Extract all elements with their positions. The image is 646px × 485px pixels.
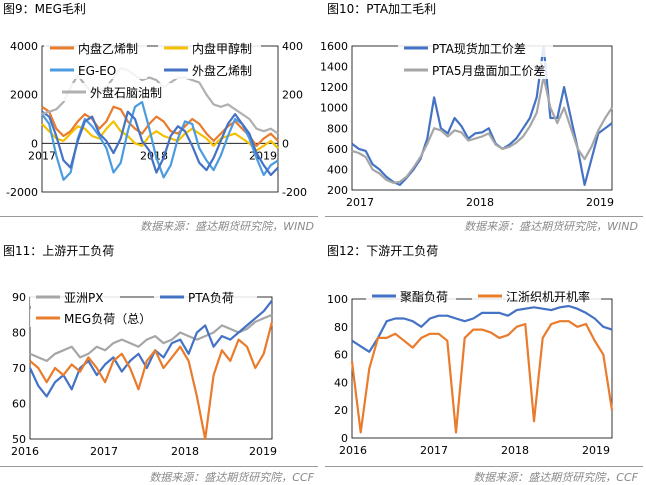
panel-2-y-tick-label: 800 (327, 122, 348, 135)
panel-1-series-line-4 (41, 110, 279, 177)
panel-4-source-divider (325, 466, 643, 467)
panel-1-legend-bg-5 (56, 83, 172, 101)
panel-2-legend-bg-2 (398, 61, 579, 79)
panel-3-legend-bg-1 (30, 288, 120, 306)
panel-4-y-tick-label: 0 (341, 432, 348, 445)
panel-3-series-line-3 (29, 321, 274, 441)
panel-1-legend-label-3: EG-EO (78, 64, 116, 78)
panel-1-legend-bg-4 (158, 61, 261, 79)
panel-4-legend-label-2: 江浙织机开机率 (506, 289, 590, 304)
panel-3-legend-bg-3 (30, 309, 172, 327)
panel-1-y-tick-label: 4000 (10, 40, 38, 53)
panel-3-y-tick-label: 60 (12, 398, 26, 411)
panel-3-y-tick-label: 90 (12, 291, 26, 304)
panel-1-y2-tick-label: 200 (282, 89, 303, 102)
panel-2-y-tick-label: 600 (327, 143, 348, 156)
panel-3-title: 图11：上游开工负荷 (3, 244, 115, 258)
panel-2-y-tick-label: 1600 (320, 40, 348, 53)
panel-2-y-tick-label: 1400 (320, 61, 348, 74)
panel-2-y-tick-label: 1200 (320, 81, 348, 94)
panel-1-y2-tick-label: -200 (282, 186, 307, 199)
panel-4-title: 图12：下游开工负荷 (327, 244, 439, 258)
panel-1-legend-label-1: 内盘乙烯制 (78, 41, 138, 56)
panel-3-legend-label-3: MEG负荷（总） (64, 312, 151, 326)
panel-3-x-tick-label: 2019 (249, 445, 277, 458)
panel-4-legend-bg-1 (366, 287, 456, 305)
panel-1-legend-bg-3 (44, 61, 147, 79)
panel-2-series-line-2 (351, 75, 613, 184)
panel-1-source-divider (0, 216, 318, 217)
panel-3-y-tick-label: 80 (12, 327, 26, 340)
panel-2-source: 数据来源：盛达期货研究院，WIND (464, 220, 638, 233)
panel-1-y2-tick-label: 400 (282, 40, 303, 53)
panel-4-y-tick-label: 80 (334, 321, 348, 334)
panel-4-legend-label-1: 聚酯负荷 (400, 290, 448, 304)
panel-3-x-tick-label: 2016 (11, 445, 39, 458)
panel-1-y2-tick-label: 0 (282, 137, 289, 150)
panel-2-legend-label-1: PTA现货加工价差 (432, 41, 526, 56)
panel-1-legend-label-2: 内盘甲醇制 (192, 41, 252, 56)
panel-2-x-tick-label: 2019 (586, 196, 614, 209)
panel-1-x-tick-label: 2017 (28, 149, 56, 162)
panel-1-legend-label-4: 外盘乙烯制 (192, 63, 252, 78)
panel-3-x-tick-label: 2018 (171, 445, 199, 458)
panel-4-x-tick-label: 2016 (339, 444, 367, 457)
panel-1-x-tick-label: 2018 (140, 149, 168, 162)
panel-4-legend-bg-2 (472, 287, 601, 305)
panel-4-y-tick-label: 60 (334, 349, 348, 362)
panel-1-legend-label-5: 外盘石脑油制 (90, 85, 162, 100)
panel-2-x-tick-label: 2017 (346, 196, 374, 209)
panel-3-series-line-2 (29, 299, 273, 398)
panel-4-x-tick-label: 2019 (582, 444, 610, 457)
panel-4-y-tick-label: 100 (327, 293, 348, 306)
panel-3-legend-bg-2 (154, 288, 257, 306)
panel-1-legend-bg-2 (158, 39, 261, 57)
panel-3-legend-label-2: PTA负荷 (188, 291, 234, 305)
panel-2-y-tick-label: 400 (327, 163, 348, 176)
panel-2-title: 图10：PTA加工毛利 (327, 2, 437, 16)
panel-4-source: 数据来源：盛达期货研究院，CCF (473, 471, 638, 484)
panel-2-source-divider (325, 216, 643, 217)
panel-3-source: 数据来源：盛达期货研究院，CCF (149, 471, 314, 484)
panel-1-legend-bg-1 (44, 39, 147, 57)
panel-1-series-line-1 (41, 105, 279, 147)
panel-3-series-line-1 (29, 313, 273, 362)
panel-4-series-line-1 (351, 304, 613, 353)
panel-2-legend-bg-1 (398, 39, 553, 57)
panel-2-x-tick-label: 2018 (466, 196, 494, 209)
panel-1-y-tick-label: 2000 (10, 89, 38, 102)
panel-4-series-line-2 (350, 320, 614, 434)
panel-3-x-tick-label: 2017 (90, 445, 118, 458)
panel-2-y-tick-label: 200 (327, 184, 348, 197)
panel-1-title: 图9：MEG毛利 (3, 2, 86, 16)
panel-1-y-tick-label: 0 (31, 137, 38, 150)
panel-3-legend-label-1: 亚洲PX (64, 291, 103, 305)
panel-1-source: 数据来源：盛达期货研究院，WIND (140, 220, 314, 233)
panel-3-y-tick-label: 50 (12, 433, 26, 446)
panel-4-x-tick-label: 2017 (420, 444, 448, 457)
panel-3-source-divider (0, 466, 318, 467)
panel-2-legend-label-2: PTA5月盘面加工价差 (432, 63, 545, 78)
panel-4-y-tick-label: 40 (334, 376, 348, 389)
panel-4-x-tick-label: 2018 (501, 444, 529, 457)
panel-1-y-tick-label: -2000 (6, 186, 38, 199)
panel-3-y-tick-label: 70 (12, 362, 26, 375)
panel-4-y-tick-label: 20 (334, 404, 348, 417)
panel-2-y-tick-label: 1000 (320, 102, 348, 115)
